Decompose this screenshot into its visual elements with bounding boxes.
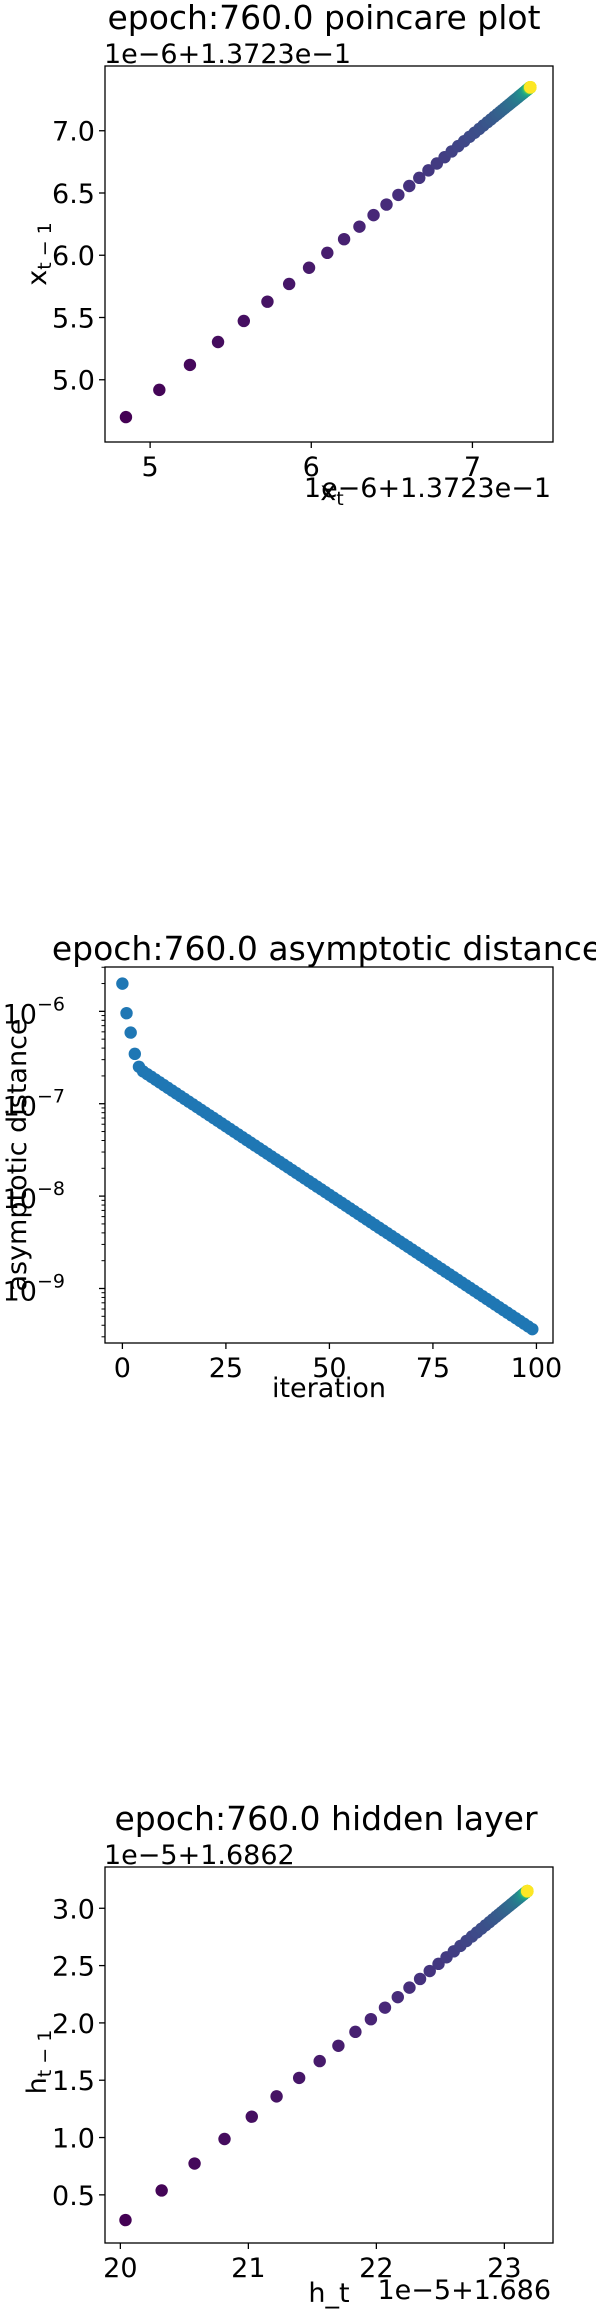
data-point — [245, 2110, 258, 2123]
y-tick-label: 7.0 — [52, 117, 95, 148]
data-point — [188, 2157, 201, 2170]
y-offset-label: 1e−5+1.6862 — [104, 1840, 295, 1871]
data-point — [524, 81, 537, 94]
y-axis-ticks: 0.5 1.0 1.5 2.0 2.5 3.0 — [52, 1894, 105, 2212]
data-point — [378, 2001, 392, 2014]
data-point — [521, 1884, 534, 1898]
y-tick-label: 6.5 — [52, 179, 95, 210]
x-offset-label: 1e−6+1.3723e−1 — [304, 473, 551, 504]
data-point — [153, 383, 166, 397]
data-point — [119, 410, 133, 424]
hidden-layer-chart: epoch:760.0 hidden layer 1e−5+1.6862 20 2… — [22, 1799, 554, 2309]
data-point — [302, 261, 316, 274]
x-offset-label: 1e−5+1.686 — [377, 2275, 551, 2306]
y-tick-label: 1.5 — [52, 2066, 95, 2097]
x-axis-label: h_t — [308, 2278, 349, 2309]
data-point — [116, 977, 129, 990]
data-point — [413, 171, 426, 185]
y-tick-label: 5.5 — [52, 303, 95, 334]
x-tick-label: 21 — [231, 2253, 265, 2284]
y-tick-label: 1.0 — [52, 2124, 95, 2155]
data-point — [119, 2213, 132, 2227]
scatter-points — [119, 81, 537, 424]
data-point — [321, 246, 334, 260]
data-point — [367, 208, 380, 222]
data-point — [282, 277, 296, 291]
y-axis-ticks: 5.0 5.5 6.0 6.5 7.0 — [52, 117, 105, 397]
x-tick-label: 20 — [103, 2253, 137, 2284]
data-point — [120, 1006, 133, 1020]
y-tick-label: 3.0 — [52, 1894, 95, 1925]
chart-title: epoch:760.0 asymptotic distance — [52, 929, 596, 968]
data-point — [349, 2025, 362, 2039]
x-tick-label: 5 — [142, 452, 159, 483]
data-point — [380, 198, 393, 211]
x-tick-label: 22 — [359, 2253, 393, 2284]
chart-title: epoch:760.0 poincare plot — [107, 0, 540, 37]
y-tick-label: 2.0 — [52, 2009, 95, 2040]
y-tick-label: 6.0 — [52, 241, 95, 272]
poincare-plot-chart: epoch:760.0 poincare plot 1e−6+1.3723e−1… — [22, 0, 554, 510]
x-axis-ticks: 20 21 22 23 — [103, 2243, 522, 2284]
scatter-points — [119, 1884, 534, 2227]
y-tick-label: 2.5 — [52, 1952, 95, 1983]
y-offset-label: 1e−6+1.3723e−1 — [104, 39, 351, 70]
x-axis-ticks: 5 6 7 — [142, 442, 481, 483]
chart-title: epoch:760.0 hidden layer — [114, 1799, 537, 1838]
data-point — [332, 2039, 345, 2052]
y-tick-label: 10−9 — [3, 1270, 65, 1307]
plot-area — [104, 966, 554, 1344]
data-point — [392, 188, 405, 202]
y-axis-label: ht − 1 — [22, 2030, 56, 2095]
x-tick-label: 75 — [416, 1353, 450, 1384]
data-point — [261, 295, 274, 308]
data-point — [218, 2132, 231, 2146]
x-tick-label: 25 — [209, 1353, 243, 1384]
x-tick-label: 100 — [511, 1353, 563, 1384]
data-point — [422, 164, 435, 177]
y-axis-label: xt − 1 — [22, 222, 56, 286]
data-point — [403, 179, 416, 193]
data-point — [353, 220, 366, 233]
data-point — [413, 1972, 427, 1986]
data-point — [270, 2090, 283, 2103]
x-tick-label: 0 — [114, 1353, 131, 1384]
data-point — [155, 2184, 168, 2197]
data-point — [403, 1981, 416, 1994]
asymptotic-distance-chart: epoch:760.0 asymptotic distance 0 25 50 75 1… — [2, 929, 596, 1404]
data-point — [391, 1990, 404, 2004]
data-point — [124, 1026, 137, 1039]
data-point — [183, 358, 197, 372]
data-point — [337, 232, 351, 246]
data-point — [237, 314, 250, 328]
data-point — [313, 2054, 326, 2068]
y-tick-label: 0.5 — [52, 2181, 95, 2212]
x-tick-label: 50 — [312, 1353, 346, 1384]
scatter-points — [116, 977, 539, 1336]
data-point — [526, 1322, 539, 1336]
data-point — [423, 1964, 436, 1978]
data-point — [211, 335, 225, 349]
x-tick-label: 23 — [487, 2253, 521, 2284]
data-point — [128, 1047, 142, 1061]
data-point — [292, 2071, 306, 2085]
x-axis-ticks: 0 25 50 75 100 — [114, 1343, 562, 1384]
y-axis-label: asymptotic distance — [2, 1018, 33, 1291]
data-point — [364, 2012, 378, 2026]
x-tick-label: 7 — [464, 452, 481, 483]
x-axis-label: iteration — [272, 1373, 386, 1404]
y-tick-label: 5.0 — [52, 366, 95, 397]
x-tick-label: 6 — [303, 452, 320, 483]
